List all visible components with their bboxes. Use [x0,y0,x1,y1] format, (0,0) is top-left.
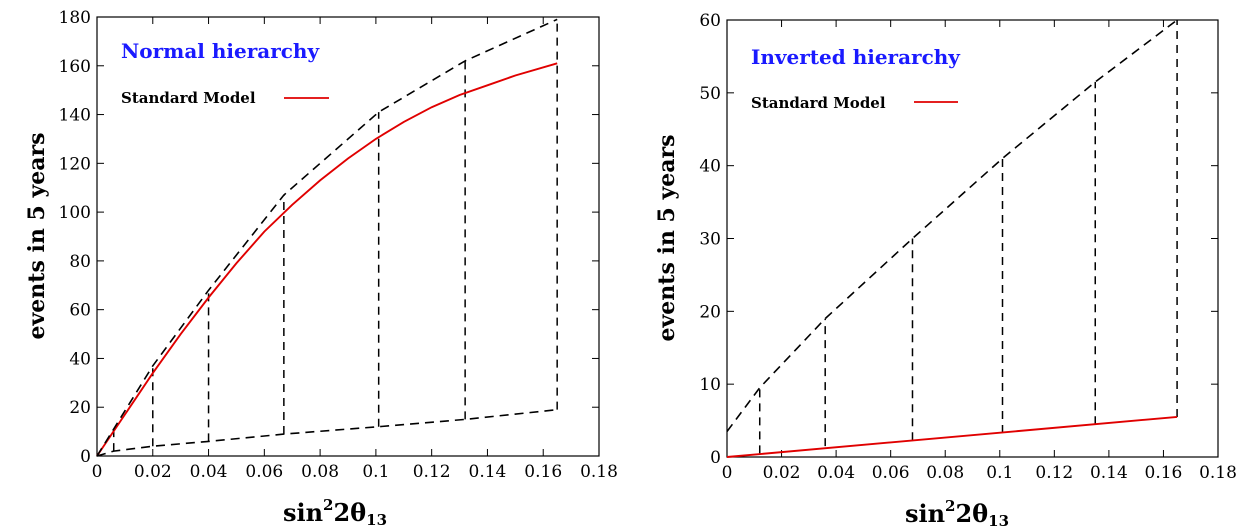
inverted-hierarchy-chart: 0 0.02 0.04 0.06 0.08 0.1 0.12 0.14 0.16 0.18 0 10 2… [654,11,1237,530]
chart-title: Normal hierarchy [121,39,320,63]
x-axis-label-base: sin [905,499,945,528]
x-tick-label: 0.1 [986,463,1013,483]
legend-label-standard-model: Standard Model [121,89,256,107]
y-tick-label: 60 [699,11,721,31]
x-tick-label: 0.18 [1199,463,1237,483]
normal-hierarchy-chart: 0 0.02 0.04 0.06 0.08 0.1 0.12 0.14 0.16 0.18 0 20 4… [24,8,618,529]
x-tick-label: 0 [722,463,733,483]
y-tick-label: 100 [59,203,91,223]
series-line-upper-bound [96,18,558,457]
x-axis-label: sin22θ13 [283,496,387,529]
x-tick-label: 0.12 [1035,463,1073,483]
plot-frame [726,19,1219,458]
y-tick-label: 180 [59,8,91,28]
y-tick-label: 40 [69,349,91,369]
y-tick-label: 20 [699,302,721,322]
y-tick-label: 80 [69,252,91,272]
x-axis-label-base: sin [283,498,323,527]
y-axis-label: events in 5 years [654,135,680,342]
x-tick-label: 0.08 [301,462,339,482]
legend-label-standard-model: Standard Model [751,94,886,112]
x-tick-label: 0.06 [872,463,910,483]
x-tick-label: 0.14 [1090,463,1128,483]
x-tick-label: 0.14 [469,462,507,482]
x-tick-label: 0.1 [362,462,389,482]
y-tick-label: 40 [699,157,721,177]
x-tick-label: 0.02 [134,462,172,482]
y-tick-label: 20 [69,398,91,418]
y-tick-label: 30 [699,230,721,250]
y-tick-label: 120 [59,154,91,174]
x-axis-label-angle: 2θ [333,498,366,527]
x-axis-label-angle: 2θ [955,499,988,528]
series-line-standard-model [96,62,558,457]
y-tick-label: 50 [699,84,721,104]
y-tick-label: 140 [59,106,91,126]
series-line-standard-model [726,415,1178,458]
x-tick-label: 0 [92,462,103,482]
axis-ticks: 0 0.02 0.04 0.06 0.08 0.1 0.12 0.14 0.16 0.18 0 10 2… [699,11,1237,483]
x-axis-label: sin22θ13 [905,497,1009,530]
x-tick-label: 0.02 [763,463,801,483]
x-tick-label: 0.16 [524,462,562,482]
x-tick-label: 0.18 [580,462,618,482]
x-tick-label: 0.06 [245,462,283,482]
x-tick-label: 0.08 [926,463,964,483]
x-tick-label: 0.16 [1145,463,1183,483]
x-axis-label-superscript: 2 [323,496,333,514]
series-line-lower-bound [96,408,558,457]
plot-frame [96,16,600,457]
x-axis-label-subscript: 13 [988,512,1009,530]
x-tick-label: 0.04 [817,463,855,483]
x-tick-label: 0.12 [413,462,451,482]
x-axis-label-subscript: 13 [366,511,387,529]
chart-title: Inverted hierarchy [751,45,961,69]
plot-marks [96,18,558,457]
x-axis-label-superscript: 2 [945,497,955,515]
y-tick-label: 0 [80,447,91,467]
x-tick-label: 0.04 [190,462,228,482]
plot-marks [726,19,1178,458]
y-axis-label: events in 5 years [24,133,50,340]
axis-ticks: 0 0.02 0.04 0.06 0.08 0.1 0.12 0.14 0.16 0.18 0 20 4… [59,8,618,482]
y-tick-label: 0 [710,448,721,468]
y-tick-label: 10 [699,375,721,395]
series-line-upper-bound [726,19,1178,432]
y-tick-label: 60 [69,301,91,321]
y-tick-label: 160 [59,57,91,77]
